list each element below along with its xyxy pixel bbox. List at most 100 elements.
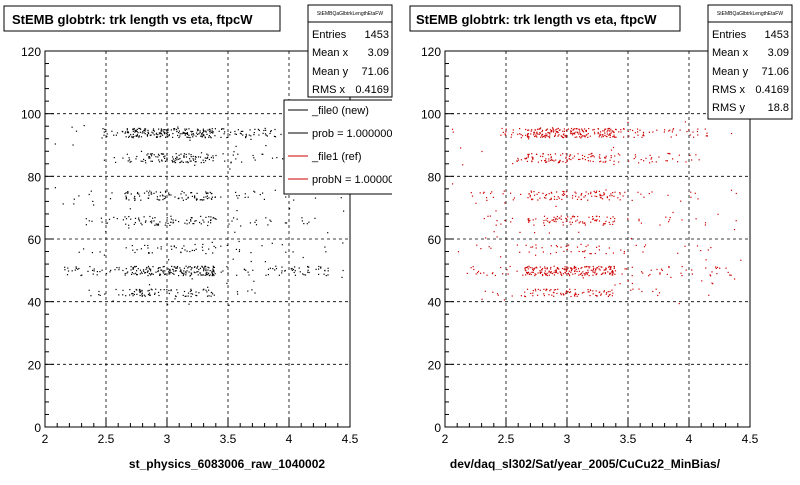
data-point (601, 273, 603, 275)
data-point (110, 269, 112, 271)
data-point (182, 294, 184, 296)
data-point (707, 249, 709, 251)
data-point (185, 274, 187, 276)
data-point (557, 127, 559, 129)
data-point (267, 268, 270, 270)
data-point (567, 272, 569, 274)
data-point (195, 161, 197, 163)
data-point (172, 136, 174, 138)
data-point (148, 289, 150, 291)
data-point (284, 222, 286, 224)
x-tick-label: 2.5 (98, 432, 115, 446)
data-point (534, 232, 536, 234)
data-point (180, 193, 182, 195)
data-point (186, 223, 188, 225)
data-point (575, 266, 577, 269)
data-point (569, 275, 571, 277)
data-point (545, 197, 547, 199)
data-point (125, 192, 127, 194)
data-point (668, 130, 670, 132)
data-point (596, 195, 598, 198)
data-point (80, 274, 82, 277)
data-point (195, 135, 197, 137)
title-box (3, 5, 281, 32)
data-point (130, 266, 132, 268)
data-point (93, 268, 95, 270)
data-point (553, 265, 555, 267)
data-point (587, 157, 589, 159)
data-point (599, 193, 601, 195)
data-point (562, 221, 564, 223)
data-point (184, 132, 186, 134)
data-point (197, 271, 199, 273)
data-point (550, 289, 552, 291)
data-point (113, 157, 115, 159)
data-point (577, 215, 579, 218)
data-point (608, 265, 610, 267)
data-point (136, 155, 138, 158)
data-point (265, 129, 267, 131)
data-point (226, 244, 228, 246)
data-point (154, 292, 156, 294)
data-point (586, 273, 589, 275)
data-point (612, 192, 614, 194)
data-point (259, 194, 261, 196)
data-point (192, 136, 194, 138)
data-point (614, 191, 616, 193)
data-point (214, 273, 216, 275)
stats-label: Mean y (712, 66, 749, 78)
data-point (602, 272, 604, 274)
data-point (103, 134, 105, 136)
x-tick-label: 4 (686, 432, 693, 446)
data-point (600, 134, 602, 136)
data-point (571, 268, 573, 270)
data-point (124, 216, 126, 218)
data-point (580, 198, 582, 200)
data-point (128, 159, 131, 161)
data-point (140, 222, 142, 224)
data-point (294, 274, 296, 276)
data-point (581, 221, 584, 223)
data-point (148, 157, 150, 159)
data-point (640, 159, 642, 161)
data-point (623, 128, 625, 130)
data-point (607, 271, 609, 273)
data-point (193, 159, 195, 161)
data-point (211, 128, 213, 130)
data-point (512, 129, 514, 131)
data-point (612, 272, 614, 274)
data-point (571, 268, 573, 271)
data-point (528, 251, 530, 253)
data-point (189, 160, 191, 162)
data-point (274, 128, 276, 131)
data-point (660, 268, 663, 270)
data-point (546, 134, 548, 136)
data-point (575, 131, 577, 133)
data-point (503, 190, 505, 192)
data-point (563, 130, 565, 132)
data-point (227, 272, 229, 274)
data-point (176, 265, 179, 268)
data-point (314, 197, 317, 199)
data-point (177, 292, 179, 294)
data-point (158, 154, 160, 157)
data-point (486, 199, 488, 201)
data-point (566, 266, 568, 268)
data-point (220, 271, 222, 273)
data-point (269, 132, 271, 135)
data-point (579, 136, 581, 138)
data-point (562, 224, 564, 226)
data-point (201, 265, 203, 267)
data-point (230, 162, 232, 164)
data-point (160, 269, 162, 271)
data-point (587, 136, 589, 138)
data-point (590, 153, 592, 155)
data-point (190, 272, 192, 274)
data-point (171, 248, 173, 250)
data-point (541, 271, 543, 273)
data-point (570, 218, 572, 220)
data-point (582, 135, 584, 137)
data-point (534, 273, 536, 275)
data-point (525, 134, 527, 136)
data-point (667, 194, 669, 196)
